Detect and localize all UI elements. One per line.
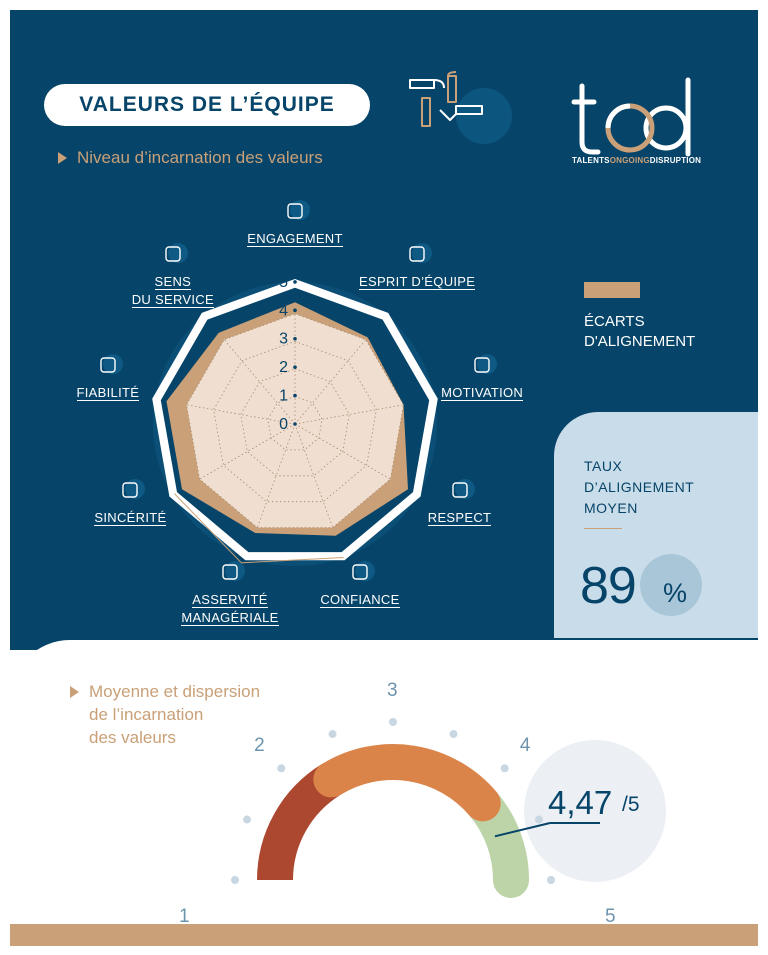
gauge-tick-label: 5 bbox=[605, 906, 616, 927]
logo-tagline: TALENTSONGOINGDISRUPTION bbox=[572, 156, 702, 165]
hands-joined-icon bbox=[409, 243, 433, 264]
person-desk-icon bbox=[122, 479, 146, 500]
triangle-bullet-icon bbox=[58, 152, 67, 164]
gauge-subtitle: Moyenne et dispersion de l’incarnation d… bbox=[70, 680, 260, 749]
gear-hand-icon bbox=[165, 243, 188, 264]
radar-category-label: CONFIANCE bbox=[320, 591, 400, 608]
gauge-tick-dot bbox=[328, 730, 337, 739]
alignment-rate-value: 89 bbox=[580, 557, 637, 615]
radar-category-label: MOTIVATION bbox=[441, 384, 524, 401]
radar-tick-label: 3 bbox=[279, 331, 288, 348]
radar-tick-label: 2 bbox=[279, 359, 288, 376]
radar-tick-dot bbox=[293, 393, 297, 398]
gauge-tick-label: 4 bbox=[519, 735, 531, 757]
score-circle bbox=[524, 740, 666, 882]
radar-tick-label: 0 bbox=[279, 416, 288, 433]
gauge-tick-dot bbox=[389, 718, 397, 726]
radar-tick-dot bbox=[293, 422, 297, 426]
raised-fist-icon bbox=[474, 353, 498, 374]
footer-bar bbox=[10, 924, 758, 946]
radar-tick-dot bbox=[293, 308, 297, 313]
gauge-tick-label: 3 bbox=[387, 680, 398, 701]
gauge-max: /5 bbox=[622, 793, 640, 816]
teamwork-hands-icon bbox=[409, 71, 512, 144]
alignment-divider bbox=[584, 528, 622, 529]
radar-tick-dot bbox=[293, 280, 297, 284]
page-title-pill: VALEURS DE L’ÉQUIPE bbox=[44, 84, 370, 126]
gauge-tick-dot bbox=[500, 764, 509, 773]
radar-chart: 0 1 2 3 4 5 bbox=[152, 274, 438, 567]
gauge-value: 4,47 bbox=[548, 784, 613, 821]
radar-category-label: FIABILITÉ bbox=[76, 384, 140, 401]
radar-category-label: SINCÉRITÉ bbox=[94, 510, 167, 527]
radar-category-label: ENGAGEMENT bbox=[247, 230, 343, 247]
manager-team-icon bbox=[222, 560, 246, 581]
handshake-pull-icon bbox=[287, 199, 310, 220]
alignment-rate-label: TAUX D’ALIGNEMENT MOYEN bbox=[584, 458, 695, 516]
radar-contour bbox=[174, 493, 344, 564]
radar-category-label: SENS DU SERVICE bbox=[131, 274, 214, 309]
radar-grid-ring bbox=[240, 368, 350, 477]
legend-label: ÉCARTS D'ALIGNEMENT bbox=[584, 313, 696, 350]
shield-check-icon bbox=[100, 353, 123, 374]
legend-swatch bbox=[584, 282, 640, 298]
heart-hand-icon bbox=[352, 560, 375, 581]
page-title: VALEURS DE L’ÉQUIPE bbox=[79, 93, 335, 116]
gauge-tick-label: 1 bbox=[179, 906, 190, 927]
gauge-tick-label: 2 bbox=[254, 735, 265, 757]
tod-logo bbox=[571, 77, 691, 157]
gauge-pointer bbox=[494, 822, 551, 838]
radar-series-inner bbox=[186, 313, 404, 528]
radar-grid-ring bbox=[186, 313, 404, 529]
gauge-chart bbox=[231, 718, 600, 898]
gauge-tick-dot bbox=[231, 876, 239, 884]
gauge-segment bbox=[313, 744, 501, 822]
radar-category-label: RESPECT bbox=[427, 510, 492, 527]
gauge-tick-dot bbox=[243, 815, 252, 824]
triangle-bullet-icon bbox=[70, 686, 79, 698]
radar-category-label: ASSERVITÉ MANAGÉRIALE bbox=[181, 591, 279, 626]
radar-grid-ring bbox=[267, 395, 323, 451]
radar-grid-ring bbox=[213, 340, 377, 503]
handshake-icon bbox=[451, 479, 475, 500]
alignment-rate-unit: % bbox=[663, 578, 688, 608]
radar-tick-dot bbox=[293, 336, 297, 341]
gauge-tick-dot bbox=[534, 815, 543, 824]
gauge-tick-dot bbox=[449, 730, 458, 739]
radar-category-label: ESPRIT D’ÉQUIPE bbox=[359, 274, 476, 291]
percent-circle bbox=[640, 554, 702, 616]
radar-subtitle: Niveau d’incarnation des valeurs bbox=[58, 148, 323, 168]
radar-tick-dot bbox=[293, 365, 297, 369]
radar-tick-label: 5 bbox=[279, 274, 288, 291]
radar-tick-label: 4 bbox=[279, 302, 288, 319]
gauge-tick-dot bbox=[277, 764, 286, 773]
radar-tick-label: 1 bbox=[279, 388, 288, 405]
radar-subtitle-text: Niveau d’incarnation des valeurs bbox=[77, 148, 323, 167]
gauge-tick-dot bbox=[547, 876, 555, 884]
